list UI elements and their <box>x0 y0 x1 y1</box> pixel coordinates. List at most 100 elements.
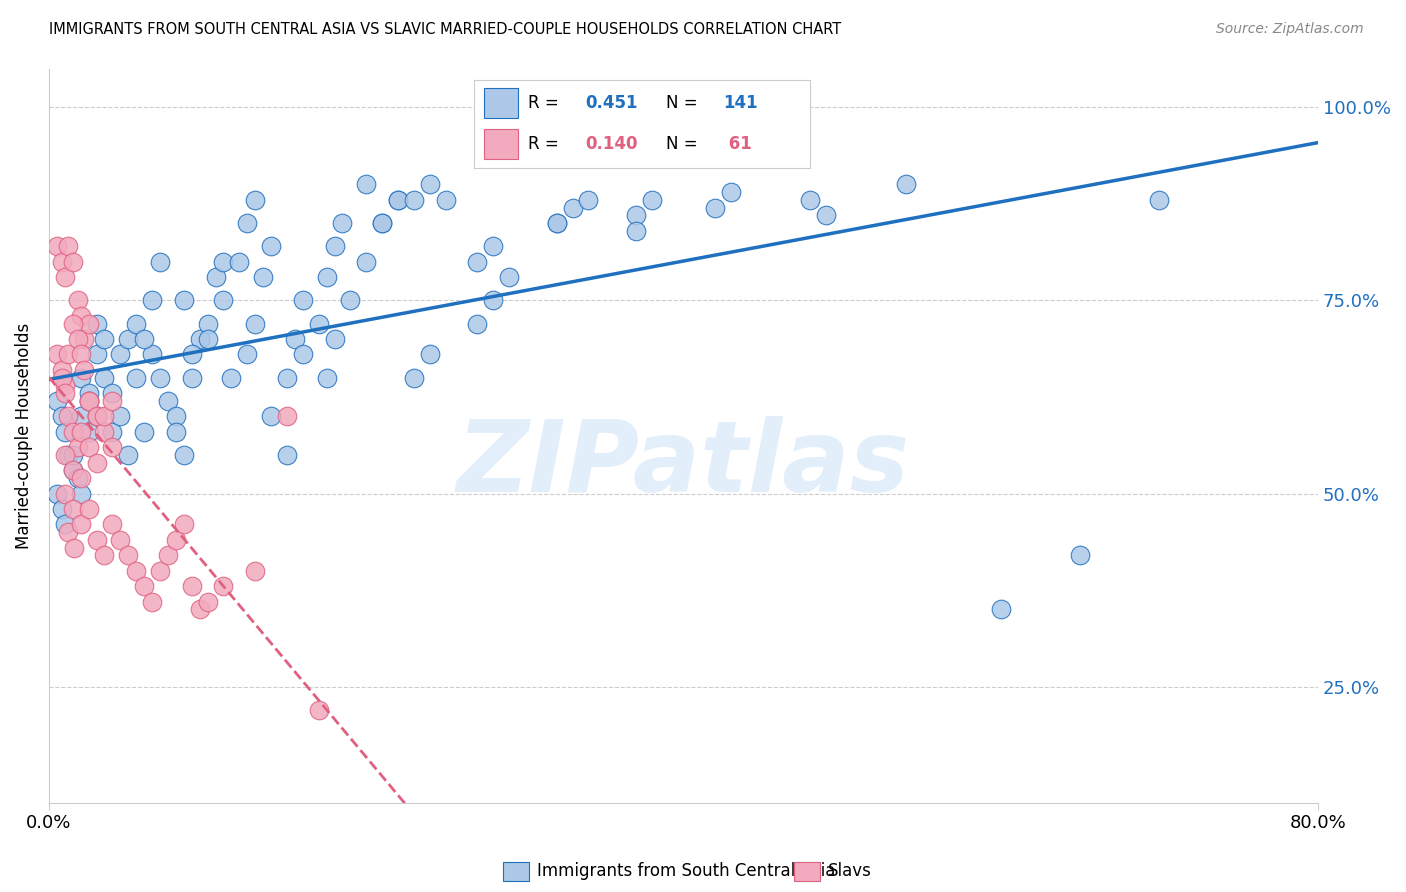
Point <box>815 208 838 222</box>
Point <box>101 386 124 401</box>
Point <box>117 549 139 563</box>
Point <box>62 317 84 331</box>
Point <box>101 440 124 454</box>
Point <box>93 425 115 439</box>
Point <box>51 502 73 516</box>
Point <box>62 425 84 439</box>
Point <box>73 332 96 346</box>
Point <box>45 486 67 500</box>
Point <box>86 409 108 424</box>
Point <box>260 239 283 253</box>
Point <box>53 425 76 439</box>
Point <box>77 425 100 439</box>
Point <box>332 216 354 230</box>
Point <box>51 254 73 268</box>
Point <box>73 363 96 377</box>
Point <box>101 517 124 532</box>
Point <box>323 239 346 253</box>
Point <box>212 579 235 593</box>
Point <box>180 370 202 384</box>
Point <box>387 193 409 207</box>
Point <box>86 409 108 424</box>
Point <box>69 309 91 323</box>
Point <box>252 270 274 285</box>
Point <box>62 254 84 268</box>
Text: IMMIGRANTS FROM SOUTH CENTRAL ASIA VS SLAVIC MARRIED-COUPLE HOUSEHOLDS CORRELATI: IMMIGRANTS FROM SOUTH CENTRAL ASIA VS SL… <box>49 22 841 37</box>
Point <box>245 564 267 578</box>
Point <box>315 270 337 285</box>
Point <box>323 332 346 346</box>
Point <box>93 370 115 384</box>
Point <box>53 378 76 392</box>
Point <box>51 370 73 384</box>
Point <box>624 208 647 222</box>
Point <box>149 370 172 384</box>
Point <box>45 239 67 253</box>
Point <box>990 602 1012 616</box>
Point <box>387 193 409 207</box>
Point <box>165 533 187 547</box>
Point <box>93 409 115 424</box>
Point <box>125 564 148 578</box>
Point <box>93 549 115 563</box>
Point <box>77 393 100 408</box>
Point <box>212 254 235 268</box>
Text: Source: ZipAtlas.com: Source: ZipAtlas.com <box>1216 22 1364 37</box>
Point <box>720 185 742 199</box>
Point <box>134 332 156 346</box>
Point <box>204 270 226 285</box>
Point <box>419 347 441 361</box>
Point <box>86 533 108 547</box>
Point <box>197 332 219 346</box>
Point <box>141 595 163 609</box>
Point <box>62 463 84 477</box>
Point <box>576 193 599 207</box>
Point <box>62 502 84 516</box>
Point <box>434 193 457 207</box>
Point <box>110 347 132 361</box>
Point <box>245 317 267 331</box>
Point <box>110 533 132 547</box>
Point <box>56 409 79 424</box>
Point <box>101 393 124 408</box>
Y-axis label: Married-couple Households: Married-couple Households <box>15 322 32 549</box>
Point <box>276 448 298 462</box>
Point <box>799 193 821 207</box>
Point <box>236 347 259 361</box>
Point <box>117 332 139 346</box>
Point <box>66 293 89 308</box>
Point <box>308 317 330 331</box>
Point <box>66 332 89 346</box>
Point <box>641 193 664 207</box>
Point <box>53 270 76 285</box>
Point <box>56 525 79 540</box>
Point <box>173 448 195 462</box>
Point <box>110 409 132 424</box>
Point <box>1069 549 1091 563</box>
Point <box>51 363 73 377</box>
Point <box>402 193 425 207</box>
Point <box>624 224 647 238</box>
Text: ZIPatlas: ZIPatlas <box>457 417 910 514</box>
Point <box>561 201 583 215</box>
Point <box>53 448 76 462</box>
Point <box>77 393 100 408</box>
Point <box>69 517 91 532</box>
Point <box>69 409 91 424</box>
Point <box>45 347 67 361</box>
Point <box>197 317 219 331</box>
Point <box>402 370 425 384</box>
Point <box>62 463 84 477</box>
Point <box>419 178 441 192</box>
Point <box>62 448 84 462</box>
Point <box>173 517 195 532</box>
Point <box>53 486 76 500</box>
Point <box>291 347 314 361</box>
Point <box>236 216 259 230</box>
Point <box>53 386 76 401</box>
Point <box>66 471 89 485</box>
Point <box>77 386 100 401</box>
Point <box>308 703 330 717</box>
Point <box>465 254 488 268</box>
Point <box>51 409 73 424</box>
